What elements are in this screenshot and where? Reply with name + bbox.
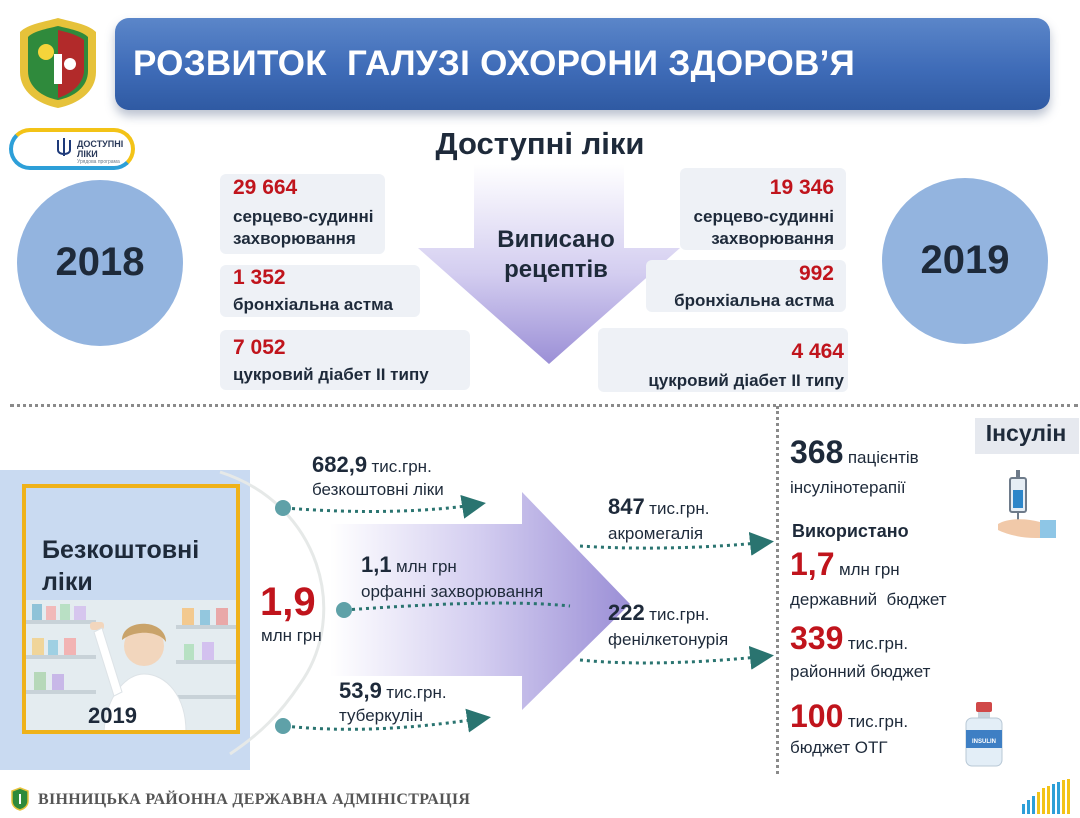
insulin-otg-budget: 100 тис.грн. <box>790 698 908 735</box>
stat-2018-cardio-value: 29 664 <box>233 176 298 199</box>
pharmacy-shelves-illustration <box>26 600 238 732</box>
free-item-tuberculin: 53,9 тис.грн. <box>339 678 447 704</box>
free-medicines-total-unit: млн грн <box>261 626 322 645</box>
free-medicines-frame <box>22 484 240 734</box>
logo-line1: ДОСТУПНІ <box>77 139 124 149</box>
flow-dot <box>275 500 291 516</box>
flow-dot <box>336 602 352 618</box>
stat-2018-diabetes-value: 7 052 <box>233 336 286 359</box>
year-2018-circle <box>17 180 183 346</box>
free-item-free-drugs: 682,9 тис.грн. <box>312 452 432 478</box>
prescriptions-label-2: рецептів <box>504 256 608 283</box>
insulin-district-budget: 339 тис.грн. <box>790 620 908 657</box>
insulin-budget-desc: районний бюджет <box>790 662 931 681</box>
horizontal-divider <box>10 404 1078 407</box>
insulin-budget-unit: млн грн <box>838 560 900 579</box>
prescriptions-label-1: Виписано <box>497 226 615 253</box>
free-item-value: 53,9 <box>339 678 382 703</box>
insulin-budget-value: 1,7 <box>790 546 835 582</box>
section-subtitle: Доступні ліки <box>435 126 645 161</box>
insulin-patients-text-1: пацієнтів <box>847 448 919 467</box>
free-item-unit: млн грн <box>396 557 457 576</box>
free-item-unit: тис.грн. <box>649 605 710 624</box>
stat-2019-cardio-value: 19 346 <box>769 176 834 199</box>
free-medicines-title-2: ліки <box>42 568 93 596</box>
free-medicines-year: 2019 <box>88 703 137 728</box>
stat-box <box>220 174 385 254</box>
stat-2019-asthma-value: 992 <box>798 262 834 285</box>
insulin-budget-unit: тис.грн. <box>847 634 909 653</box>
free-item-desc: фенілкетонурія <box>608 630 729 649</box>
prescriptions-arrow <box>418 164 680 364</box>
insulin-budget-desc: державний бюджет <box>790 590 947 609</box>
free-item-value: 847 <box>608 494 645 519</box>
free-item-desc: туберкулін <box>339 706 423 725</box>
free-item-desc: безкоштовні ліки <box>312 480 444 499</box>
free-item-unit: тис.грн. <box>649 499 710 518</box>
insulin-patients-value: 368 <box>790 434 844 470</box>
free-item-value: 682,9 <box>312 452 368 477</box>
free-item-desc: орфанні захворювання <box>361 582 544 601</box>
logo-line2: ЛІКИ <box>77 149 98 159</box>
free-item-value: 1,1 <box>361 552 392 577</box>
year-2019-label: 2019 <box>920 238 1010 282</box>
title-banner <box>115 18 1050 110</box>
syringe-icon <box>998 470 1056 538</box>
stat-2018-asthma-value: 1 352 <box>233 266 286 289</box>
insulin-patients: 368 пацієнтів <box>790 434 919 471</box>
free-medicines-title-1: Безкоштовні <box>42 536 200 564</box>
free-medicines-total-value: 1,9 <box>260 580 316 624</box>
stat-box <box>680 168 846 250</box>
flow-connectors <box>219 470 774 756</box>
free-item-value: 222 <box>608 600 645 625</box>
free-medicines-title: Безкоштовні ліки <box>42 534 199 598</box>
free-item-desc: акромегалія <box>608 524 704 543</box>
insulin-used-label: Використано <box>792 521 909 541</box>
trident-icon <box>57 138 71 156</box>
insulin-budget-value: 100 <box>790 698 844 734</box>
stat-2019-cardio-label-1: серцево-судинні <box>693 207 834 226</box>
insulin-budget-value: 339 <box>790 620 844 656</box>
coat-of-arms-icon <box>20 18 96 108</box>
insulin-budget-unit: тис.грн. <box>847 712 909 731</box>
stat-2018-diabetes-label: цукровий діабет ІІ типу <box>233 365 429 384</box>
footer-organization: ВІННИЦЬКА РАЙОННА ДЕРЖАВНА АДМІНІСТРАЦІЯ <box>38 791 471 808</box>
free-item-acromegaly: 847 тис.грн. <box>608 494 709 520</box>
free-item-unit: тис.грн. <box>371 457 432 476</box>
insulin-state-budget: 1,7 млн грн <box>790 546 900 583</box>
stat-2018-cardio-label-1: серцево-судинні <box>233 207 374 226</box>
stat-box <box>220 330 470 390</box>
vial-label: INSULIN <box>972 739 996 745</box>
insulin-patients-text-2: інсулінотерапії <box>790 478 906 497</box>
insulin-tab <box>975 418 1079 454</box>
free-item-unit: тис.грн. <box>386 683 447 702</box>
stripes-decoration-icon <box>1022 779 1070 814</box>
vertical-divider <box>776 406 779 774</box>
logo-sub: Урядова програма <box>77 159 120 165</box>
stat-box <box>220 265 420 317</box>
stat-box <box>646 260 846 312</box>
stat-2019-cardio-label-2: захворювання <box>711 229 834 248</box>
stat-2019-diabetes-label: цукровий діабет ІІ типу <box>648 371 844 390</box>
stat-2019-asthma-label: бронхіальна астма <box>674 291 834 310</box>
flow-dot <box>275 718 291 734</box>
stat-2018-cardio-label-2: захворювання <box>233 229 356 248</box>
year-2018-label: 2018 <box>55 240 145 284</box>
free-item-orphan: 1,1 млн грн <box>361 552 457 578</box>
insulin-title: Інсулін <box>985 420 1067 446</box>
year-2019-circle <box>882 178 1048 344</box>
free-item-pku: 222 тис.грн. <box>608 600 709 626</box>
footer-coat-of-arms-icon <box>11 787 29 811</box>
pharmacist-photo <box>26 600 238 732</box>
stat-2019-diabetes-value: 4 464 <box>791 340 844 363</box>
insulin-budget-desc: бюджет ОТГ <box>790 738 888 757</box>
insulin-vial-icon: INSULIN <box>965 702 1003 767</box>
stat-2018-asthma-label: бронхіальна астма <box>233 295 393 314</box>
stat-box <box>598 328 848 392</box>
program-logo <box>9 128 135 170</box>
page-title: РОЗВИТОК ГАЛУЗІ ОХОРОНИ ЗДОРОВ’Я <box>133 44 856 83</box>
